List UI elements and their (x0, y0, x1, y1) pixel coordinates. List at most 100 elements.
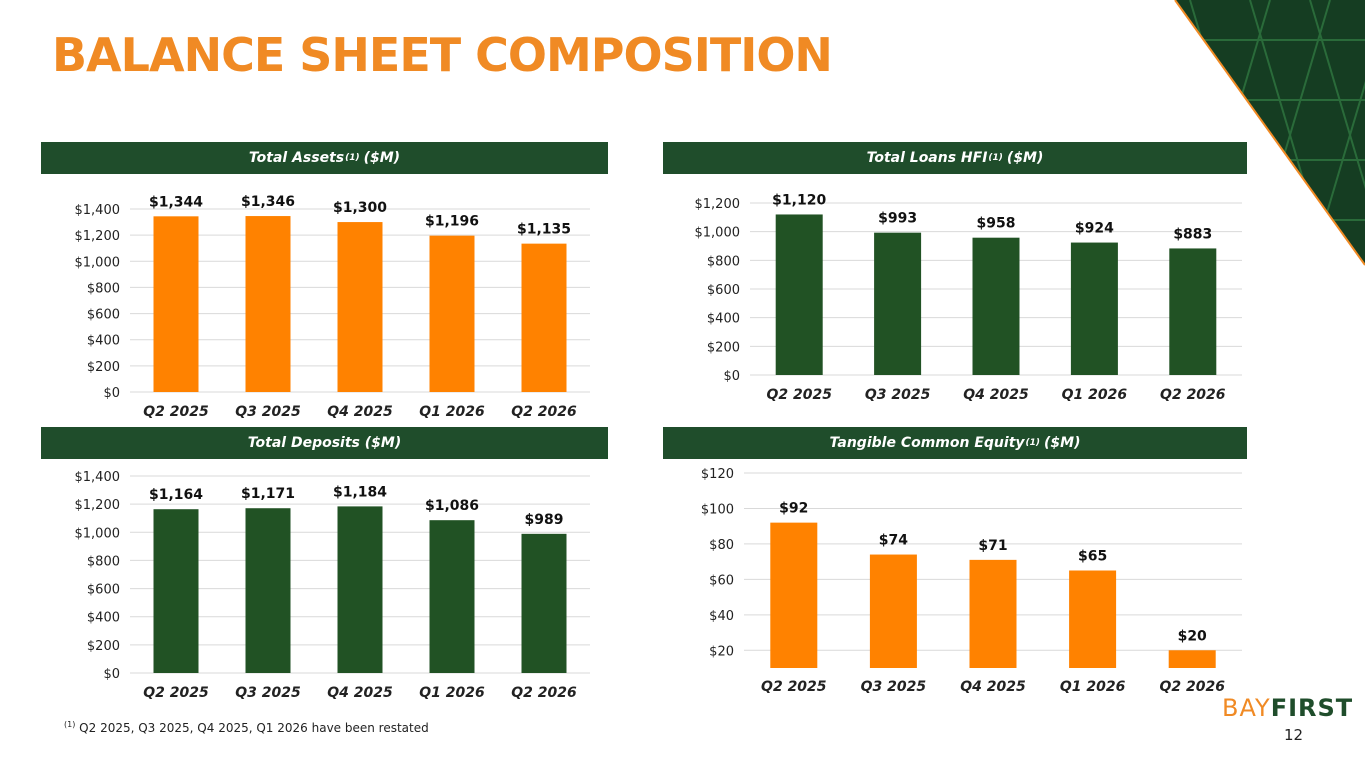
y-tick-label: $40 (709, 609, 734, 624)
y-tick-label: $200 (707, 340, 740, 355)
bar (1069, 570, 1117, 668)
tangible-common-equity-chart: $20 $40 $60 $80 $100 $120 $92 Q2 2025 $74 Q3 2025… (701, 467, 1242, 695)
bar (770, 522, 818, 668)
panel-header-total-loans: Total Loans HFI (1) ($M) (663, 142, 1247, 174)
x-tick-label: Q3 2025 (861, 679, 927, 695)
data-label: $92 (779, 501, 808, 517)
x-tick-label: Q4 2025 (327, 404, 393, 420)
bar (245, 216, 291, 392)
y-tick-label: $1,400 (75, 203, 121, 218)
bar (869, 554, 917, 668)
bar (245, 508, 291, 673)
data-label: $1,171 (241, 486, 295, 502)
x-tick-label: Q2 2026 (511, 404, 577, 420)
data-label: $924 (1075, 221, 1114, 237)
bar (1169, 248, 1217, 375)
panel-title-superscript: (1) (345, 153, 360, 163)
y-tick-label: $400 (87, 611, 120, 626)
x-tick-label: Q4 2025 (963, 387, 1029, 403)
y-tick-label: $100 (701, 502, 734, 517)
panel-header-tangible-common-equity: Tangible Common Equity (1) ($M) (663, 427, 1247, 459)
y-tick-label: $800 (87, 554, 120, 569)
bar (429, 520, 475, 673)
data-label: $1,135 (517, 222, 571, 238)
total-assets-chart: $0 $200 $400 $600 $800 $1,000 $1,200 $1,400 $1,3… (75, 194, 590, 420)
footnote-text: Q2 2025, Q3 2025, Q4 2025, Q1 2026 have … (79, 721, 429, 735)
y-tick-label: $0 (723, 369, 740, 384)
bar (775, 214, 823, 375)
total-loans-chart: $0 $200 $400 $600 $800 $1,000 $1,200 $1,120 Q2 2… (695, 192, 1242, 403)
panel-title-unit: ($M) (363, 150, 401, 166)
data-label: $989 (525, 512, 564, 528)
data-label: $1,164 (149, 487, 203, 503)
panel-title: Total Loans HFI (866, 150, 988, 166)
x-tick-label: Q1 2026 (419, 404, 485, 420)
data-label: $65 (1078, 549, 1107, 565)
panel-title: Tangible Common Equity (829, 435, 1025, 451)
data-label: $958 (977, 216, 1016, 232)
y-tick-label: $20 (709, 644, 734, 659)
x-tick-label: Q1 2026 (1062, 387, 1128, 403)
bar (874, 232, 922, 375)
bar (1070, 242, 1118, 375)
y-tick-label: $800 (707, 254, 740, 269)
total-deposits-chart: $0 $200 $400 $600 $800 $1,000 $1,200 $1,400 $1,1… (75, 470, 590, 701)
y-tick-label: $1,000 (695, 226, 741, 241)
footnote-marker: (1) (64, 720, 76, 729)
data-label: $74 (879, 533, 908, 549)
y-tick-label: $120 (701, 467, 734, 482)
y-tick-label: $600 (87, 583, 120, 598)
data-label: $1,184 (333, 484, 387, 500)
logo-text-bay: BAY (1222, 694, 1271, 722)
y-tick-label: $400 (87, 334, 120, 349)
bar (153, 216, 199, 392)
y-tick-label: $80 (709, 538, 734, 553)
y-tick-label: $200 (87, 639, 120, 654)
y-tick-label: $1,000 (75, 255, 121, 270)
y-tick-label: $1,200 (75, 498, 121, 513)
data-label: $883 (1173, 226, 1212, 242)
y-tick-label: $400 (707, 312, 740, 327)
bar (1168, 650, 1216, 668)
bar (972, 237, 1020, 375)
bayfirst-logo: BAYFIRST (1222, 694, 1353, 722)
data-label: $1,120 (772, 192, 826, 208)
y-tick-label: $1,200 (695, 197, 741, 212)
x-tick-label: Q3 2025 (235, 685, 301, 701)
x-tick-label: Q2 2026 (1160, 387, 1226, 403)
y-tick-label: $60 (709, 573, 734, 588)
x-tick-label: Q1 2026 (1060, 679, 1126, 695)
y-tick-label: $0 (103, 667, 120, 682)
footnote: (1) Q2 2025, Q3 2025, Q4 2025, Q1 2026 h… (64, 720, 429, 735)
bar (337, 222, 383, 392)
panel-title-unit: ($M) (1044, 435, 1081, 451)
logo-text-first: FIRST (1270, 694, 1354, 722)
panel-header-total-deposits: Total Deposits ($M) (41, 427, 608, 459)
y-tick-label: $0 (103, 386, 120, 401)
x-tick-label: Q2 2025 (766, 387, 832, 403)
data-label: $71 (978, 538, 1007, 554)
bar (969, 559, 1017, 668)
x-tick-label: Q4 2025 (327, 685, 393, 701)
data-label: $20 (1178, 628, 1207, 644)
data-label: $1,196 (425, 214, 479, 230)
data-label: $1,300 (333, 200, 387, 216)
y-tick-label: $200 (87, 360, 120, 375)
x-tick-label: Q2 2026 (1159, 679, 1225, 695)
data-label: $1,346 (241, 194, 295, 210)
y-tick-label: $1,400 (75, 470, 121, 485)
x-tick-label: Q4 2025 (960, 679, 1026, 695)
panel-title-superscript: (1) (988, 153, 1003, 163)
panel-title: Total Deposits ($M) (247, 435, 402, 451)
corner-pattern-graphic (1174, 0, 1365, 266)
data-label: $1,086 (425, 498, 479, 514)
x-tick-label: Q2 2025 (143, 404, 209, 420)
panel-title-unit: ($M) (1006, 150, 1044, 166)
y-tick-label: $800 (87, 281, 120, 296)
x-tick-label: Q1 2026 (419, 685, 485, 701)
y-tick-label: $600 (707, 283, 740, 298)
page-number: 12 (1284, 726, 1304, 744)
bar (337, 506, 383, 673)
bar (153, 509, 199, 673)
bar (429, 235, 475, 392)
